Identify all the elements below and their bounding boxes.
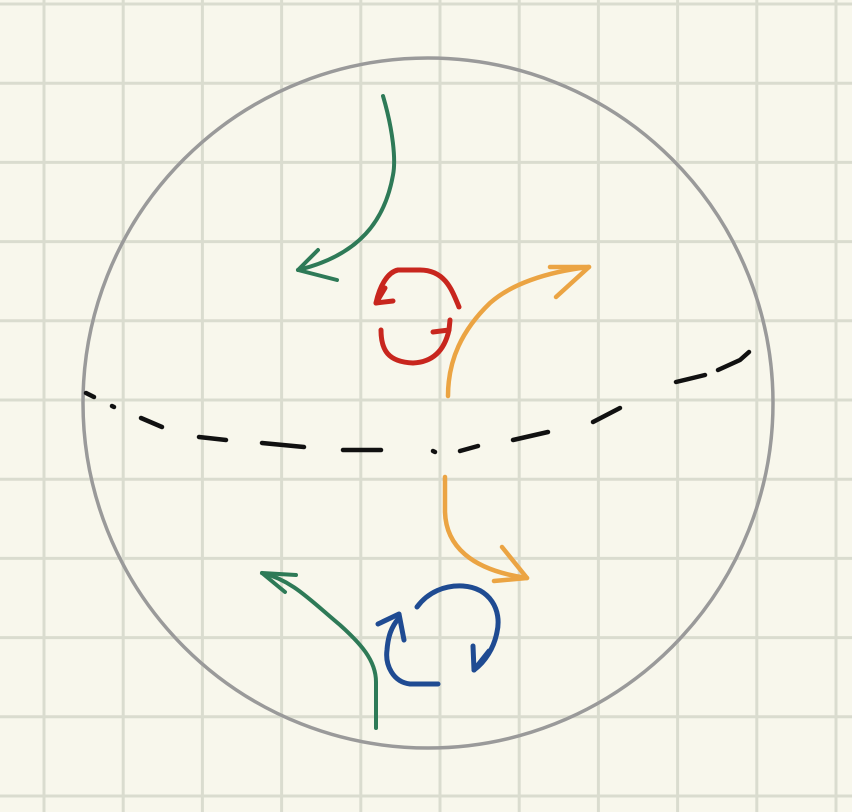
blue-rotation-arrow-south	[375, 583, 501, 687]
orange-deflection-arrow-south	[442, 474, 530, 584]
sphere-outline	[81, 56, 775, 750]
red-rotation-arrow-north	[373, 267, 462, 366]
equator-dashed-line	[83, 349, 752, 455]
green-deflection-arrow-north	[296, 94, 397, 282]
green-deflection-arrow-south	[260, 571, 378, 730]
orange-deflection-arrow-north	[445, 264, 592, 399]
